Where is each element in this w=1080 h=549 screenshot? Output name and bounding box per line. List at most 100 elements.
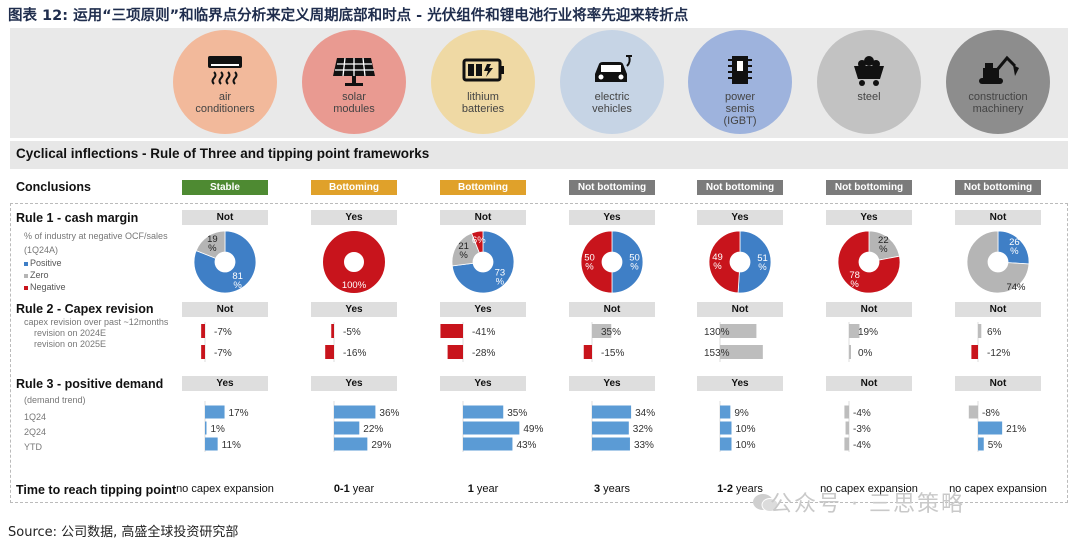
donut-value-part: 21 [458, 241, 469, 252]
donut-value-part: 73 [495, 267, 506, 278]
demand-bar-group: -4% -3% -4% [844, 401, 871, 452]
demand-bar [592, 421, 629, 435]
tipping-point-text: no capex expansion [949, 483, 1047, 495]
tipping-point-years: 0-1 [333, 483, 350, 495]
capex-bar [201, 345, 205, 359]
conclusion-badge: Bottoming [440, 180, 526, 195]
donut-value-label: 49% [712, 252, 723, 272]
demand-value-label: 29% [371, 440, 391, 451]
tipping-point-value: 3 years [547, 483, 677, 495]
demand-bar [463, 421, 520, 435]
capex-bar [440, 324, 463, 338]
rule3-sublabel: (demand trend) [24, 395, 86, 405]
capex-bar-group: -5% -16% [325, 322, 366, 362]
donut-chart: 51 %49% [708, 230, 772, 294]
tipping-point-text: no capex expansion [176, 483, 274, 495]
rule1-verdict: Yes [697, 210, 783, 225]
industry-label: power semis (IGBT) [723, 91, 757, 127]
capex-bar-group: 130% 153% [704, 322, 763, 362]
capex-value-label: -7% [214, 348, 232, 359]
capex-value-label: -5% [343, 327, 361, 338]
capex-value-label: -15% [601, 348, 624, 359]
source-note: Source: 公司数据, 高盛全球投资研究部 [8, 525, 239, 540]
donut-chart: 81 %19% [193, 230, 257, 294]
donut-value-part: 81 [232, 271, 243, 282]
donut-slice-zero [195, 230, 226, 259]
donut-chart: 50 %50% [580, 230, 644, 294]
donut-value-part: 6% [472, 235, 486, 246]
chart-subtitle: Cyclical inflections - Rule of Three and… [16, 146, 430, 161]
donut-slice-negative [323, 231, 385, 293]
rule3-verdict: Not [955, 376, 1041, 391]
rule3-verdict: Yes [440, 376, 526, 391]
rule1-label: Rule 1 - cash margin [16, 211, 139, 225]
demand-value-label: 9% [734, 408, 749, 419]
donut-value-label: 22% [878, 235, 889, 255]
donut-chart: 73 %21 %6% [451, 230, 515, 294]
conclusion-badge: Not bottoming [955, 180, 1041, 195]
donut-value-part: % [585, 262, 594, 273]
rule2-verdict: Not [569, 302, 655, 317]
tipping-point-text: years [732, 483, 763, 495]
industry-icon-banner: air conditioners solar modules lithium bat… [10, 28, 1068, 138]
donut-value-part: % [758, 262, 767, 273]
donut-value-label: 6% [472, 235, 486, 246]
rule3-ytd-label: YTD [24, 442, 42, 452]
capex-bar [583, 345, 592, 359]
conclusions-label: Conclusions [16, 180, 92, 194]
rule2-2024-label: revision on 2024E [34, 328, 107, 338]
rule3-label: Rule 3 - positive demand [16, 377, 164, 391]
demand-value-label: 32% [633, 424, 653, 435]
capex-bar [978, 324, 982, 338]
legend-positive-swatch [24, 261, 28, 266]
demand-value-label: 10% [736, 424, 756, 435]
demand-bar-group: 9% 10% 10% [719, 401, 756, 452]
tipping-point-text: no capex expansion [820, 483, 918, 495]
rule2-verdict: Not [826, 302, 912, 317]
capex-value-label: -41% [472, 327, 495, 338]
demand-value-label: 36% [379, 408, 399, 419]
rule1-verdict: Yes [826, 210, 912, 225]
tipping-point-value: no capex expansion [160, 483, 290, 495]
tipping-point-text: year [473, 483, 499, 495]
tipping-point-years: 3 [593, 483, 601, 495]
capex-value-label: -16% [343, 348, 366, 359]
rule1-verdict: Not [440, 210, 526, 225]
rule1-sublabel: % of industry at negative OCF/sales [24, 231, 168, 241]
tipping-point-text: year [349, 483, 375, 495]
capex-bar-group: -7% -7% [201, 322, 232, 362]
capex-bar [447, 345, 463, 359]
capex-bar-group: -41% -28% [440, 322, 495, 362]
industry-circle: air conditioners [173, 30, 277, 134]
demand-bar [463, 437, 513, 451]
demand-bar-group: 35% 49% 43% [462, 401, 543, 452]
donut-value-part: 49 [712, 252, 723, 263]
legend-zero-label: Zero [30, 270, 49, 280]
conclusion-badge: Bottoming [311, 180, 397, 195]
legend-negative-label: Negative [30, 282, 66, 292]
industry-circle: steel [817, 30, 921, 134]
donut-value-label: 78% [849, 270, 860, 290]
donut-chart: 26 % 74% [966, 230, 1030, 294]
demand-value-label: 5% [988, 440, 1003, 451]
donut-value-part: % [713, 261, 722, 272]
demand-bar [844, 437, 849, 451]
tipping-point-years: 1-2 [717, 483, 733, 495]
donut-value-label: 81% [232, 271, 243, 291]
capex-bar [971, 345, 978, 359]
donut-chart: 22 % 78% [837, 230, 901, 294]
tipping-point-value: 0-1 year [289, 483, 419, 495]
donut-value-part: % [459, 250, 468, 261]
donut-chart: 100% [323, 231, 385, 293]
demand-bar [978, 421, 1003, 435]
industry-label: air conditioners [195, 91, 255, 115]
industry-circle: lithium batteries [431, 30, 535, 134]
tipping-label: Time to reach tipping point [16, 483, 177, 497]
capex-value-label: 35% [601, 327, 621, 338]
conclusion-badge: Not bottoming [826, 180, 912, 195]
capex-value-label: -7% [214, 327, 232, 338]
rule3-verdict: Yes [182, 376, 268, 391]
demand-value-label: 33% [634, 440, 654, 451]
donut-value-part: % [879, 244, 888, 255]
